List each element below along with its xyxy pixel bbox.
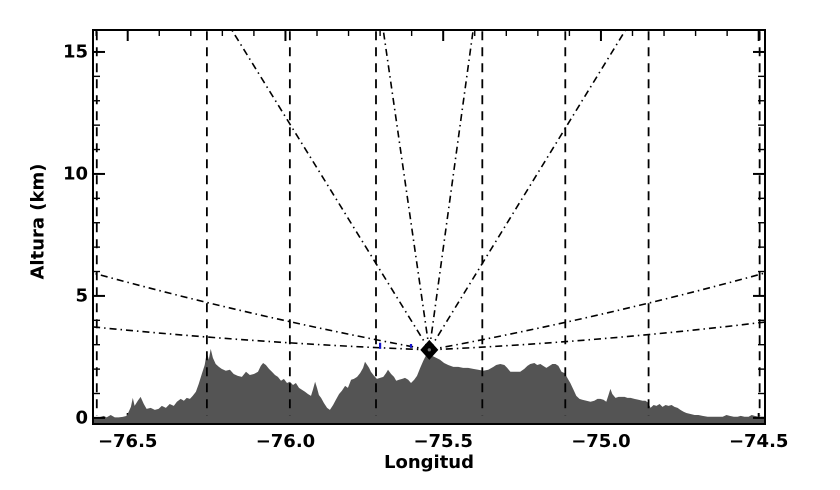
radar-beam-steep bbox=[428, 29, 627, 351]
terrain-profile-area bbox=[93, 348, 765, 424]
radar-beam-low bbox=[429, 272, 766, 351]
radar-beam-steep bbox=[382, 29, 431, 350]
radar-marker-center bbox=[427, 348, 431, 352]
y-tick-label: 15 bbox=[62, 41, 88, 63]
x-axis-title: Longitud bbox=[383, 452, 474, 473]
y-tick-label: 10 bbox=[62, 163, 88, 185]
radar-beam-steep bbox=[428, 29, 474, 350]
x-tick-label: −75.0 bbox=[571, 431, 631, 452]
radar-beam-low bbox=[429, 321, 766, 351]
x-tick-label: −75.5 bbox=[413, 431, 473, 452]
y-tick-label: 0 bbox=[75, 407, 88, 429]
radar-beam-low bbox=[92, 272, 430, 351]
y-tick-label: 5 bbox=[75, 285, 88, 307]
radar-beam-low bbox=[92, 326, 430, 351]
x-tick-label: −74.5 bbox=[728, 431, 789, 452]
x-tick-label: −76.5 bbox=[97, 431, 158, 452]
radar-beam-steep bbox=[231, 29, 430, 351]
plot-frame bbox=[92, 29, 766, 425]
x-tick-label: −76.0 bbox=[255, 431, 316, 452]
